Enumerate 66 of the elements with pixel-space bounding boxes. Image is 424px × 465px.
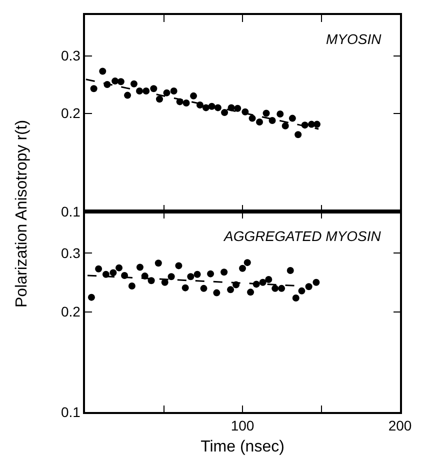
point bbox=[268, 117, 276, 124]
point bbox=[202, 104, 210, 112]
point bbox=[99, 68, 106, 75]
point bbox=[276, 110, 284, 118]
point bbox=[272, 284, 279, 292]
y-tick-label: 0.1 bbox=[60, 404, 81, 420]
point bbox=[148, 277, 155, 284]
point bbox=[168, 273, 175, 280]
point bbox=[136, 264, 144, 271]
point bbox=[282, 122, 289, 130]
point bbox=[187, 273, 194, 280]
point bbox=[194, 270, 201, 278]
annotation: AGGREGATED MYOSIN bbox=[223, 228, 382, 244]
point bbox=[182, 284, 189, 292]
point bbox=[200, 284, 208, 292]
point bbox=[248, 114, 256, 122]
point bbox=[244, 259, 251, 266]
x-tick-label: 200 bbox=[388, 418, 412, 434]
point bbox=[227, 286, 234, 294]
point bbox=[247, 288, 254, 296]
point bbox=[150, 85, 158, 92]
point bbox=[90, 85, 98, 92]
point bbox=[292, 294, 300, 302]
point bbox=[294, 131, 302, 138]
y-tick-label: 0.2 bbox=[60, 105, 81, 122]
point bbox=[234, 104, 242, 112]
point bbox=[298, 287, 306, 294]
point bbox=[128, 282, 136, 290]
point bbox=[124, 92, 132, 99]
x-axis-title: Time (nsec) bbox=[200, 438, 284, 456]
y-tick-label: 0.2 bbox=[60, 304, 81, 320]
point bbox=[88, 294, 95, 301]
y-axis-title: Polarization Anisotropy r(t) bbox=[14, 120, 30, 308]
point bbox=[256, 118, 264, 126]
point bbox=[288, 114, 296, 122]
point bbox=[170, 88, 178, 94]
point bbox=[117, 78, 124, 86]
point bbox=[259, 278, 266, 286]
y-tick-label: 0.3 bbox=[60, 48, 81, 64]
point bbox=[182, 100, 190, 107]
point bbox=[239, 264, 246, 272]
point bbox=[262, 110, 270, 117]
point bbox=[265, 276, 272, 283]
point bbox=[175, 262, 182, 270]
point bbox=[130, 80, 138, 88]
point bbox=[207, 270, 214, 278]
point bbox=[154, 260, 162, 267]
point bbox=[286, 267, 294, 274]
y-tick-label: 0.3 bbox=[60, 245, 81, 262]
point bbox=[112, 78, 119, 85]
point bbox=[278, 284, 286, 292]
point bbox=[314, 120, 320, 128]
point bbox=[213, 289, 220, 296]
y-tick-label: 0.1 bbox=[60, 203, 81, 220]
point bbox=[95, 265, 102, 272]
annotation: MYOSIN bbox=[326, 31, 382, 47]
point bbox=[190, 92, 198, 100]
point bbox=[305, 283, 312, 290]
point bbox=[116, 264, 123, 272]
point bbox=[220, 268, 228, 276]
x-tick-label: 100 bbox=[230, 418, 254, 434]
point bbox=[312, 278, 320, 286]
point bbox=[221, 109, 228, 116]
point bbox=[110, 269, 117, 276]
point bbox=[163, 89, 170, 96]
point bbox=[156, 96, 163, 103]
